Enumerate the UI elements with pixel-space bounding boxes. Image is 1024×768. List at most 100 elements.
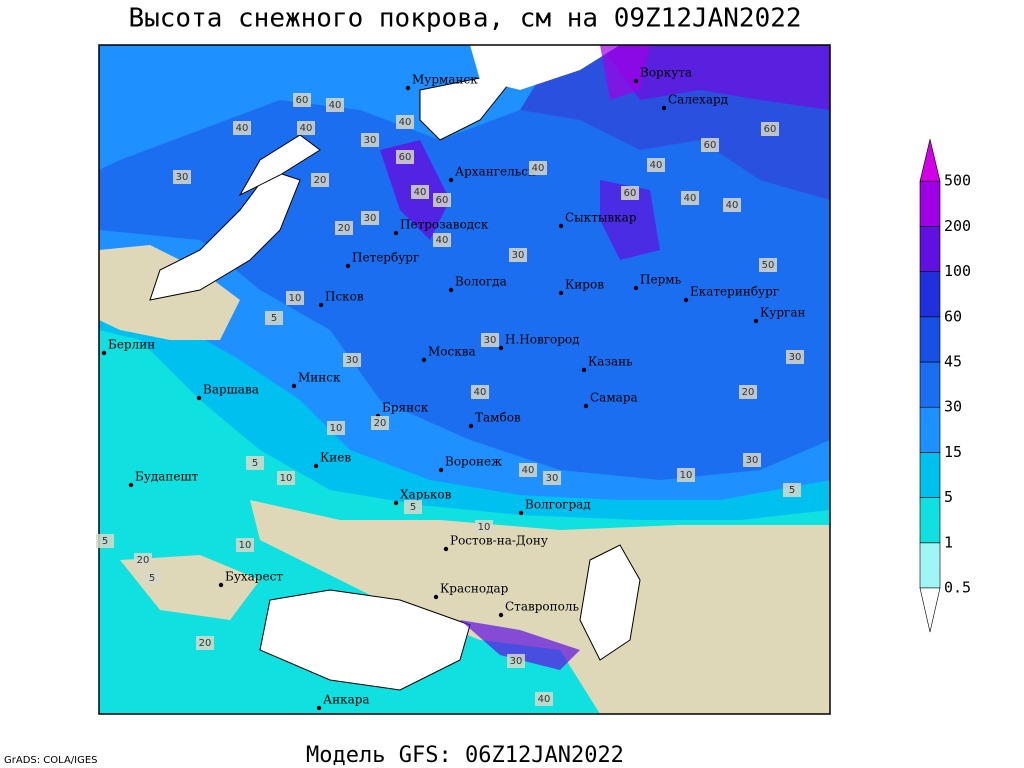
city-label: Волгоград xyxy=(525,498,591,512)
city-label: Сыктывкар xyxy=(565,211,637,225)
contour-label: 60 xyxy=(436,195,449,206)
city-dot xyxy=(393,500,399,506)
contour-label-box xyxy=(783,483,801,497)
city-label: Вологда xyxy=(455,275,507,289)
contour-label-box xyxy=(543,471,561,485)
city-dot xyxy=(291,383,297,389)
contour-label-box xyxy=(433,233,451,247)
city-label: Петербург xyxy=(352,251,419,265)
contour-label: 30 xyxy=(512,250,525,261)
contour-label-box xyxy=(286,291,304,305)
city-dot xyxy=(101,350,107,356)
city-dot xyxy=(318,302,324,308)
contour-label-box xyxy=(96,534,114,548)
city-label: Самара xyxy=(590,391,638,405)
city-label: Варшава xyxy=(203,383,259,397)
contour-label: 40 xyxy=(726,200,739,211)
city-dot xyxy=(558,223,564,229)
contour-label: 40 xyxy=(650,160,663,171)
contour-label-box xyxy=(739,385,757,399)
contour-label-box xyxy=(647,158,665,172)
city-label: Курган xyxy=(760,306,805,320)
contour-label-box xyxy=(297,121,315,135)
city-dot xyxy=(443,546,449,552)
contour-label: 30 xyxy=(746,455,759,466)
contour-label: 40 xyxy=(329,100,342,111)
contour-label-box xyxy=(327,421,345,435)
city-label: Будапешт xyxy=(135,470,199,484)
contour-label-box xyxy=(265,311,283,325)
contour-label: 60 xyxy=(296,95,309,106)
city-label: Петрозаводск xyxy=(400,218,489,232)
contour-label-box xyxy=(701,138,719,152)
contour-label: 20 xyxy=(338,223,351,234)
city-dot xyxy=(345,263,351,269)
city-label: Харьков xyxy=(400,488,452,502)
legend-swatch xyxy=(919,226,941,272)
contour-label: 30 xyxy=(546,473,559,484)
city-label: Воркута xyxy=(640,66,692,80)
contour-label-box xyxy=(743,453,761,467)
city-label: Ростов-на-Дону xyxy=(450,534,548,548)
contour-label-box xyxy=(326,98,344,112)
city-label: Берлин xyxy=(108,338,155,352)
contour-label-box xyxy=(361,211,379,225)
city-dot xyxy=(661,105,667,111)
city-dot xyxy=(128,482,134,488)
contour-label-box xyxy=(134,553,152,567)
contour-label: 10 xyxy=(478,522,491,533)
contour-label: 20 xyxy=(314,175,327,186)
contour-label-box xyxy=(246,456,264,470)
legend-label: 100 xyxy=(944,262,971,280)
contour-label-box xyxy=(723,198,741,212)
city-dot xyxy=(468,423,474,429)
contour-label: 5 xyxy=(252,458,258,469)
contour-label-box xyxy=(143,571,161,585)
contour-label: 5 xyxy=(789,485,795,496)
city-dot xyxy=(633,285,639,291)
contour-label-box xyxy=(535,692,553,706)
city-dot xyxy=(316,705,322,711)
city-dot xyxy=(218,582,224,588)
city-label: Тамбов xyxy=(475,411,521,425)
map xyxy=(99,45,830,714)
city-label: Екатеринбург xyxy=(690,285,779,299)
city-label: Псков xyxy=(325,290,364,304)
legend-swatch xyxy=(919,139,941,182)
map-frame xyxy=(98,44,831,715)
contour-label-box xyxy=(507,654,525,668)
city-label: Минск xyxy=(298,371,341,385)
legend-label: 15 xyxy=(944,443,962,461)
contour-label: 50 xyxy=(762,260,775,271)
city-dot xyxy=(313,463,319,469)
contour-label-box xyxy=(236,538,254,552)
city-dot xyxy=(583,403,589,409)
city-label: Киев xyxy=(320,451,351,465)
legend-swatch xyxy=(919,316,941,363)
contour-label: 60 xyxy=(624,188,637,199)
contour-label-box xyxy=(371,416,389,430)
contour-label: 40 xyxy=(436,235,449,246)
contour-label: 5 xyxy=(410,502,416,513)
city-label: Ставрополь xyxy=(505,600,579,614)
city-dot xyxy=(498,345,504,351)
credit: GrADS: COLA/IGES xyxy=(4,755,98,766)
contour-label: 10 xyxy=(289,293,302,304)
contour-label: 20 xyxy=(137,555,150,566)
contour-label: 40 xyxy=(399,117,412,128)
city-dot xyxy=(448,177,454,183)
contour-label: 40 xyxy=(236,123,249,134)
contour-label-box xyxy=(361,133,379,147)
city-dot xyxy=(633,78,639,84)
contour-label-box xyxy=(761,122,779,136)
contour-label: 30 xyxy=(176,172,189,183)
contour-label-box xyxy=(343,353,361,367)
city-dot xyxy=(405,85,411,91)
contour-label: 5 xyxy=(149,573,155,584)
legend-label: 500 xyxy=(944,172,971,190)
contour-label-box xyxy=(529,161,547,175)
contour-label: 20 xyxy=(199,638,212,649)
city-dot xyxy=(421,357,427,363)
